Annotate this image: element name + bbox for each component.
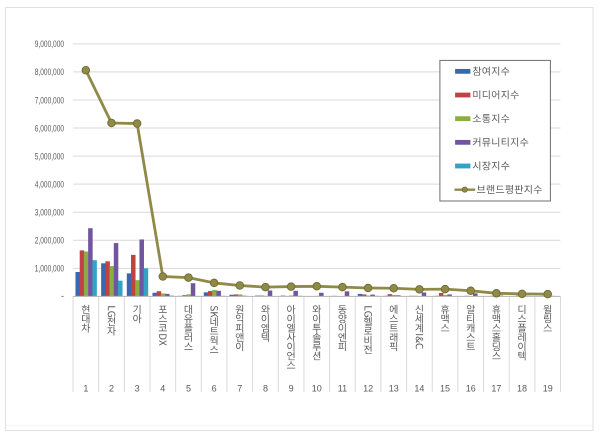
svg-text:5: 5 <box>186 383 191 393</box>
svg-text:9,000,000: 9,000,000 <box>35 39 64 49</box>
svg-text:10: 10 <box>312 383 322 393</box>
svg-text:17: 17 <box>491 383 501 393</box>
svg-text:12: 12 <box>363 383 373 393</box>
svg-text:7: 7 <box>237 383 242 393</box>
svg-text:2,000,000: 2,000,000 <box>35 236 64 246</box>
svg-text:6: 6 <box>212 383 217 393</box>
svg-text:13: 13 <box>389 383 399 393</box>
svg-text:8,000,000: 8,000,000 <box>35 67 64 77</box>
svg-text:18: 18 <box>517 383 527 393</box>
svg-text:14: 14 <box>414 383 424 393</box>
svg-text:5,000,000: 5,000,000 <box>35 151 64 161</box>
svg-text:8: 8 <box>263 383 268 393</box>
svg-text:2: 2 <box>109 383 114 393</box>
svg-text:16: 16 <box>466 383 476 393</box>
svg-text:15: 15 <box>440 383 450 393</box>
svg-text:3: 3 <box>135 383 140 393</box>
svg-text:-: - <box>61 291 64 301</box>
svg-text:4: 4 <box>160 383 165 393</box>
svg-text:11: 11 <box>338 383 347 393</box>
svg-text:6,000,000: 6,000,000 <box>35 123 64 133</box>
svg-text:7,000,000: 7,000,000 <box>35 95 64 105</box>
svg-text:19: 19 <box>543 383 553 393</box>
svg-text:1: 1 <box>83 383 88 393</box>
svg-text:1,000,000: 1,000,000 <box>35 264 64 274</box>
svg-text:4,000,000: 4,000,000 <box>35 179 64 189</box>
svg-text:3,000,000: 3,000,000 <box>35 208 64 218</box>
svg-text:9: 9 <box>289 383 294 393</box>
